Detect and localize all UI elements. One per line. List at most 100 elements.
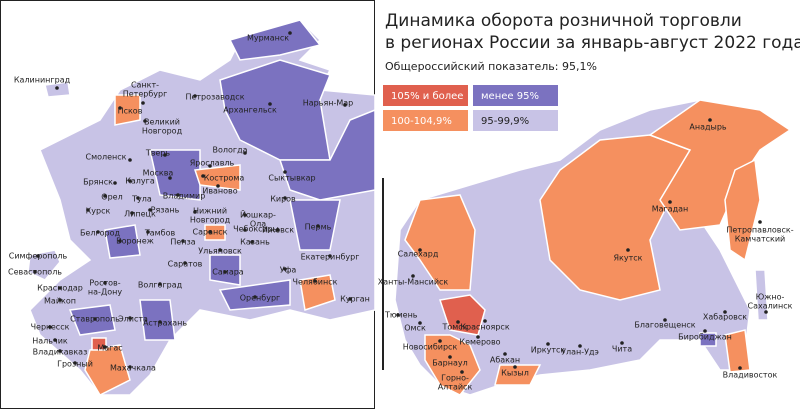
region (91, 337, 107, 351)
city-label: на-Дону (88, 288, 122, 297)
city-label: Петропавловск- (726, 226, 793, 235)
city-dot (738, 366, 742, 370)
city-dot (703, 329, 707, 333)
city-label: Улан-Удэ (561, 348, 599, 357)
city-dot (128, 316, 132, 320)
region (289, 199, 341, 251)
city-dot (448, 355, 452, 359)
city-label: Тверь (145, 149, 171, 158)
city-label: Камчатский (735, 235, 786, 244)
city-label: Чита (612, 345, 632, 354)
city-dot (668, 200, 672, 204)
city-label: Пермь (305, 223, 332, 232)
city-dot (503, 352, 507, 356)
region (699, 332, 717, 347)
city-label: Горно- (441, 374, 469, 383)
legend-label: менее 95% (481, 91, 539, 102)
city-label: Рязань (151, 206, 180, 215)
city-label: Саратов (168, 260, 203, 269)
city-dot (476, 335, 480, 339)
city-dot (183, 261, 187, 265)
city-dot (158, 320, 162, 324)
city-dot (243, 228, 247, 232)
city-dot (708, 118, 712, 122)
city-dot (313, 279, 317, 283)
city-dot (143, 119, 147, 123)
region (114, 94, 141, 126)
city-dot (128, 179, 132, 183)
city-label: Самара (212, 268, 244, 277)
city-dot (626, 248, 630, 252)
city-label: Салехард (398, 250, 439, 259)
region (299, 274, 336, 311)
city-label: Иркутск (531, 346, 566, 355)
city-dot (758, 220, 762, 224)
city-label: Чебоксары (233, 225, 279, 234)
city-dot (513, 365, 517, 369)
city-label: Магас (97, 344, 122, 353)
region (278, 108, 376, 201)
region (209, 254, 241, 286)
city-dot (48, 325, 52, 329)
city-dot (176, 193, 180, 197)
city-dot (663, 318, 667, 322)
city-dot (168, 176, 172, 180)
city-dot (58, 286, 62, 290)
city-label: Белгород (80, 229, 121, 238)
title: Динамика оборота розничной торговли (385, 11, 742, 31)
city-label: Ульяновск (198, 247, 242, 256)
city-label: Калининград (14, 76, 71, 85)
city-dot (316, 224, 320, 228)
city-label: Кызыл (501, 369, 529, 378)
city-label: Владивосток (723, 371, 778, 380)
city-label: Ижевск (262, 226, 294, 235)
legend-swatch (473, 110, 558, 131)
region (724, 158, 761, 262)
region (439, 294, 486, 336)
city-label: Симферополь (9, 252, 68, 261)
city-dot (208, 164, 212, 168)
city-dot (130, 211, 134, 215)
city-dot (33, 270, 37, 274)
city-label: Брянск (83, 178, 113, 187)
city-label: Ростов- (89, 279, 120, 288)
city-label: Санкт- (131, 81, 159, 90)
city-dot (223, 270, 227, 274)
city-dot (218, 248, 222, 252)
city-dot (58, 298, 62, 302)
city-label: Нижний (193, 207, 227, 216)
city-dot (546, 342, 550, 346)
city-dot (86, 208, 90, 212)
city-dot (58, 349, 62, 353)
city-label: Псков (118, 107, 143, 116)
city-label: Орел (101, 193, 122, 202)
legend-swatch (473, 85, 558, 106)
city-dot (283, 267, 287, 271)
city-label: Биробиджан (678, 333, 732, 342)
city-label: Челябинск (293, 278, 338, 287)
city-dot (460, 370, 464, 374)
city-label: Петрозаводск (185, 93, 244, 102)
city-label: Анадырь (689, 123, 727, 132)
region (84, 344, 131, 396)
city-dot (250, 240, 254, 244)
region (754, 269, 769, 321)
city-label: Киров (270, 195, 296, 204)
city-dot (141, 101, 145, 105)
city-label: Воронеж (116, 237, 154, 246)
region (424, 334, 481, 396)
city-label: Вологда (212, 146, 247, 155)
city-label: Хабаровск (703, 313, 747, 322)
city-dot (411, 274, 415, 278)
city-dot (148, 208, 152, 212)
city-dot (96, 230, 100, 234)
city-dot (118, 239, 122, 243)
city-label: Новгород (142, 127, 183, 136)
legend-swatch (383, 85, 468, 106)
city-dot (288, 31, 292, 35)
city-dot (283, 170, 287, 174)
region (494, 364, 542, 386)
city-label: Омск (404, 324, 426, 333)
city-label: Казань (240, 238, 270, 247)
